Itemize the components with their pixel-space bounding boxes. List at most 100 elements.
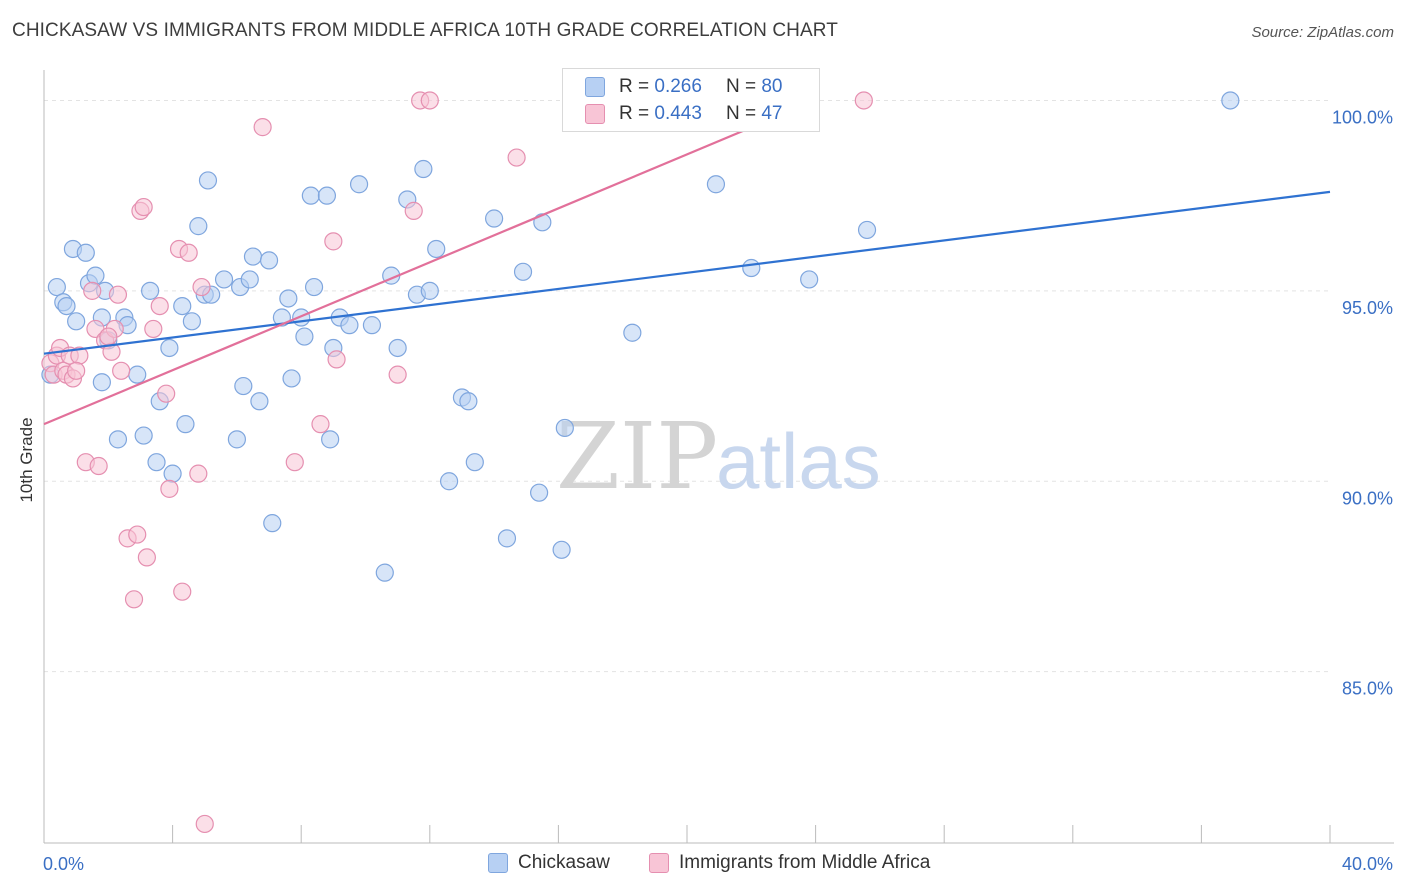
trend-lines bbox=[43, 99, 1331, 426]
chickasaw-point bbox=[160, 338, 179, 358]
chickasaw-point bbox=[250, 392, 269, 411]
immigrants-point bbox=[134, 197, 153, 217]
chickasaw-point bbox=[234, 376, 253, 396]
legend-swatch-blue bbox=[585, 77, 605, 97]
x-axis-min-label: 0.0% bbox=[43, 854, 84, 874]
watermark: ZIP atlas bbox=[556, 403, 881, 510]
chickasaw-point bbox=[459, 392, 478, 411]
chickasaw-trend-line bbox=[43, 190, 1331, 355]
stats-row-immigrants: R = 0.443 N = 47 bbox=[585, 101, 782, 127]
chickasaw-point bbox=[349, 175, 369, 194]
legend-item-chickasaw[interactable]: Chickasaw bbox=[488, 852, 610, 874]
chickasaw-point bbox=[128, 365, 147, 384]
immigrants-point bbox=[324, 232, 343, 251]
n-value-immigrants: 47 bbox=[761, 103, 783, 124]
chickasaw-point bbox=[214, 270, 234, 289]
chickasaw-point bbox=[623, 323, 642, 342]
legend-swatch-pink bbox=[585, 104, 605, 124]
chickasaw-point bbox=[227, 430, 246, 449]
chickasaw-point bbox=[706, 175, 726, 194]
tick-labels: 100.0% 95.0% 90.0% 85.0% bbox=[1332, 107, 1393, 698]
chickasaw-point bbox=[279, 289, 298, 308]
chickasaw-point bbox=[555, 418, 574, 438]
chickasaw-point bbox=[140, 281, 160, 300]
n-label: N = bbox=[725, 76, 757, 97]
immigrants-point bbox=[99, 327, 118, 346]
immigrants-trend-line bbox=[43, 99, 817, 426]
chickasaw-point bbox=[465, 453, 484, 472]
immigrants-point bbox=[150, 296, 169, 316]
chickasaw-point bbox=[427, 239, 446, 259]
n-value-chickasaw: 80 bbox=[761, 76, 783, 97]
immigrants-point bbox=[160, 479, 179, 498]
chickasaw-point bbox=[301, 186, 320, 205]
chickasaw-point bbox=[857, 220, 877, 240]
source-label: Source: ZipAtlas.com bbox=[1251, 24, 1394, 41]
immigrants-point bbox=[404, 201, 423, 220]
chickasaw-point bbox=[182, 312, 201, 331]
r-value-chickasaw: 0.266 bbox=[654, 76, 702, 97]
immigrants-point bbox=[157, 384, 176, 403]
chickasaw-point bbox=[108, 430, 128, 449]
stats-row-chickasaw: R = 0.266 N = 80 bbox=[585, 74, 782, 100]
immigrants-point bbox=[311, 415, 330, 434]
r-value-immigrants: 0.443 bbox=[654, 103, 702, 124]
chickasaw-point bbox=[92, 373, 111, 392]
immigrants-point bbox=[128, 525, 147, 544]
watermark-atlas: atlas bbox=[716, 417, 881, 505]
immigrants-point bbox=[327, 350, 346, 369]
series-legend: Chickasaw Immigrants from Middle Africa bbox=[0, 852, 1406, 878]
y-tick-label: 95.0% bbox=[1342, 298, 1393, 318]
chickasaw-point bbox=[263, 514, 282, 533]
chart-title: CHICKASAW VS IMMIGRANTS FROM MIDDLE AFRI… bbox=[12, 20, 838, 41]
immigrants-point bbox=[83, 281, 102, 300]
chickasaw-point bbox=[375, 563, 394, 582]
r-label: R = bbox=[619, 76, 650, 97]
chickasaw-point bbox=[147, 453, 166, 472]
chickasaw-point bbox=[259, 251, 279, 270]
immigrants-points bbox=[41, 91, 873, 834]
chickasaw-point bbox=[420, 281, 439, 300]
immigrants-point bbox=[189, 464, 208, 483]
immigrants-point bbox=[112, 361, 131, 380]
chickasaw-point bbox=[243, 247, 263, 266]
immigrants-point bbox=[192, 277, 211, 297]
legend-label-immigrants: Immigrants from Middle Africa bbox=[679, 852, 931, 873]
chickasaw-point bbox=[388, 338, 407, 358]
chickasaw-point bbox=[198, 171, 218, 190]
immigrants-point bbox=[108, 285, 128, 304]
legend-swatch-pink bbox=[649, 853, 669, 873]
chickasaw-point bbox=[742, 258, 761, 278]
immigrants-point bbox=[507, 148, 526, 167]
y-tick-label: 100.0% bbox=[1332, 107, 1393, 127]
immigrants-point bbox=[420, 91, 439, 110]
immigrants-point bbox=[253, 118, 272, 137]
y-tick-label: 85.0% bbox=[1342, 679, 1393, 699]
chickasaw-point bbox=[295, 327, 314, 346]
immigrants-point bbox=[285, 453, 304, 472]
chickasaw-point bbox=[173, 296, 192, 316]
immigrants-point bbox=[137, 548, 156, 567]
chickasaw-point bbox=[57, 296, 76, 316]
watermark-zip: ZIP bbox=[556, 403, 718, 510]
y-axis-label: 10th Grade bbox=[17, 417, 36, 502]
chickasaw-point bbox=[47, 277, 66, 297]
y-tick-label: 90.0% bbox=[1342, 488, 1393, 508]
chickasaw-point bbox=[240, 270, 259, 289]
chickasaw-point bbox=[513, 262, 533, 281]
chickasaw-point bbox=[189, 217, 208, 236]
r-label: R = bbox=[619, 103, 650, 124]
immigrants-point bbox=[854, 91, 873, 110]
chickasaw-point bbox=[163, 464, 182, 483]
legend-item-immigrants[interactable]: Immigrants from Middle Africa bbox=[649, 852, 930, 874]
legend-swatch-blue bbox=[488, 853, 508, 873]
chickasaw-point bbox=[67, 312, 86, 331]
chickasaw-point bbox=[533, 213, 552, 232]
chickasaw-point bbox=[340, 316, 359, 335]
chickasaw-point bbox=[497, 529, 517, 548]
chickasaw-point bbox=[485, 209, 504, 228]
chickasaw-point bbox=[800, 270, 819, 289]
immigrants-point bbox=[179, 243, 198, 262]
immigrants-point bbox=[89, 456, 108, 476]
immigrants-point bbox=[195, 814, 214, 834]
